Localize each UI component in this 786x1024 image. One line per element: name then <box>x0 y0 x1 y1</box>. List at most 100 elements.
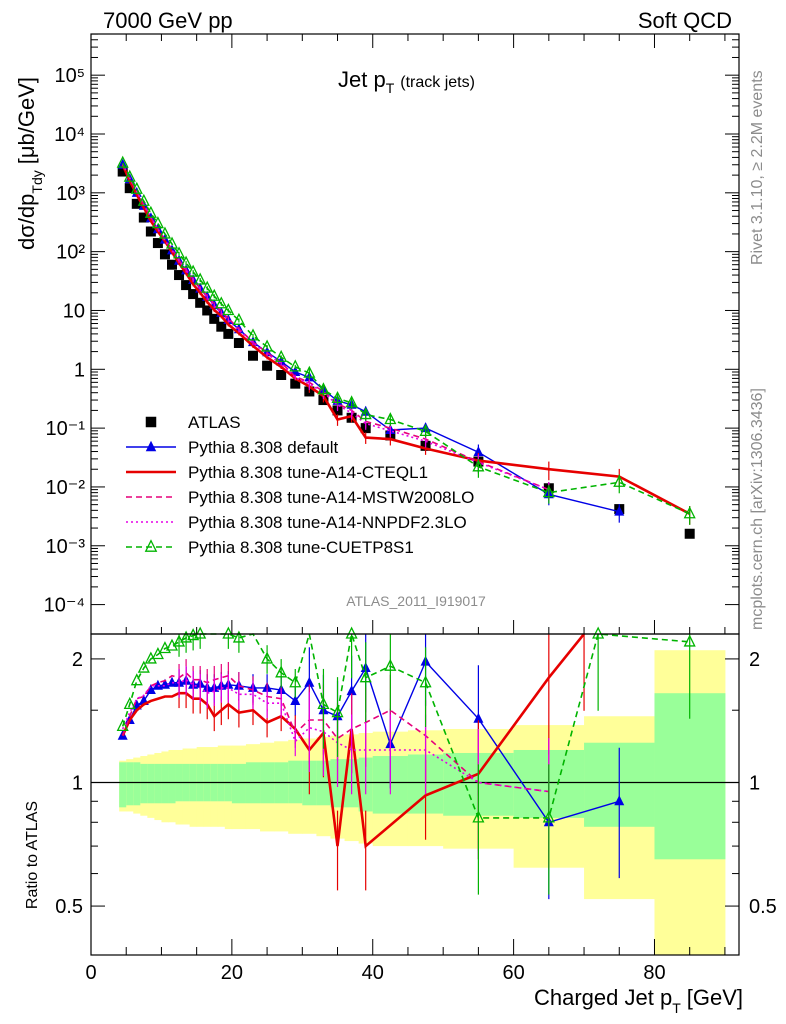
y-tick-label: 10⁻² <box>46 477 86 499</box>
y-tick-label: 10⁻⁴ <box>44 595 85 617</box>
header-left: 7000 GeV pp <box>103 8 233 33</box>
chart-title: Jet pT (track jets) <box>338 67 475 96</box>
series-0 <box>117 166 695 539</box>
data-point <box>116 718 129 732</box>
data-point <box>683 634 696 647</box>
green-band <box>231 763 247 804</box>
mcplots-label: mcplots.cern.ch [arXiv:1306.3436] <box>749 388 766 630</box>
upper-series <box>116 155 696 539</box>
green-band <box>126 762 134 806</box>
y-tick-label: 10 <box>63 300 85 322</box>
data-point <box>195 297 206 308</box>
data-point <box>614 795 625 806</box>
data-point <box>131 198 142 209</box>
data-point <box>174 270 185 281</box>
series-4 <box>116 626 696 895</box>
series-line <box>121 633 690 819</box>
data-point <box>187 264 200 277</box>
data-point <box>276 369 287 380</box>
data-point <box>345 626 358 639</box>
data-point <box>359 407 372 420</box>
data-point <box>613 474 626 487</box>
data-point <box>130 181 143 194</box>
ratio-tick-label: 0.5 <box>55 896 83 918</box>
data-point <box>472 459 485 472</box>
data-point <box>331 390 344 404</box>
x-tick-label: 80 <box>643 962 665 984</box>
data-point <box>303 365 316 378</box>
data-point <box>202 305 213 316</box>
data-point <box>317 696 330 710</box>
series-line <box>122 164 620 513</box>
data-point <box>209 313 220 324</box>
data-point <box>592 626 605 639</box>
data-point <box>188 289 199 300</box>
legend-label: Pythia 8.308 tune-A14-MSTW2008LO <box>188 488 474 507</box>
data-point <box>223 328 234 339</box>
legend-label: Pythia 8.308 default <box>188 438 339 457</box>
legend-label: Pythia 8.308 tune-CUETP8S1 <box>188 538 414 557</box>
data-point <box>137 193 150 206</box>
data-point <box>472 810 485 823</box>
data-point <box>181 280 192 291</box>
data-point <box>145 440 157 452</box>
lower-series <box>116 626 696 900</box>
data-point <box>215 296 228 309</box>
legend-entry: Pythia 8.308 tune-CUETP8S1 <box>126 538 414 557</box>
data-point <box>248 350 258 361</box>
data-point <box>158 226 172 239</box>
data-point <box>233 337 244 348</box>
data-point <box>216 321 227 332</box>
lower-frame-rect <box>90 633 740 956</box>
data-point <box>384 412 397 425</box>
data-point <box>304 676 315 687</box>
data-point <box>172 246 186 259</box>
legend-entry: Pythia 8.308 tune-A14-NNPDF2.3LO <box>126 513 467 532</box>
green-band <box>119 762 127 808</box>
data-point <box>246 328 260 341</box>
data-point <box>683 506 696 519</box>
series-line <box>121 164 691 515</box>
data-point <box>275 349 288 362</box>
data-point <box>151 647 164 660</box>
data-point <box>542 810 555 823</box>
lower-axis: 0.5 0.51 12 20 20 40 60 80 <box>55 633 777 984</box>
data-point <box>208 288 221 301</box>
data-point <box>542 485 555 498</box>
data-point <box>684 528 695 539</box>
x-tick-label: 20 <box>221 962 243 984</box>
y-tick-label: 10⁴ <box>54 124 85 146</box>
data-point <box>144 539 158 552</box>
data-point <box>124 183 135 194</box>
data-point <box>194 272 207 285</box>
data-point <box>290 378 301 389</box>
green-band <box>147 763 155 804</box>
data-point <box>384 658 397 671</box>
data-point <box>158 641 172 654</box>
legend-entry: Pythia 8.308 tune-A14-MSTW2008LO <box>126 488 474 507</box>
legend-label: Pythia 8.308 tune-A14-NNPDF2.3LO <box>188 513 467 532</box>
data-point <box>317 382 330 395</box>
data-point <box>261 651 274 664</box>
series-line <box>121 678 549 793</box>
legend-label: Pythia 8.308 tune-A14-CTEQL1 <box>188 463 428 482</box>
y-tick-label: 10⁻³ <box>46 536 86 558</box>
data-point <box>180 255 193 268</box>
data-point <box>130 673 143 686</box>
green-band <box>133 762 141 806</box>
ratio-tick-label: 1 <box>72 772 83 794</box>
upper-ylabel: dσ/dpTdy[μb/GeV] <box>14 77 45 250</box>
data-point <box>167 259 177 270</box>
data-point <box>290 694 301 705</box>
data-point <box>138 212 149 223</box>
data-point <box>614 505 625 516</box>
data-point <box>137 660 150 673</box>
data-point <box>144 205 157 218</box>
series-3 <box>121 665 550 869</box>
data-point <box>145 416 157 428</box>
data-point <box>331 705 344 718</box>
legend-entry: Pythia 8.308 default <box>126 438 339 457</box>
data-point <box>152 679 163 690</box>
data-point <box>159 249 170 260</box>
legend: ATLAS Pythia 8.308 default Pythia 8.308 tu… <box>126 413 474 557</box>
